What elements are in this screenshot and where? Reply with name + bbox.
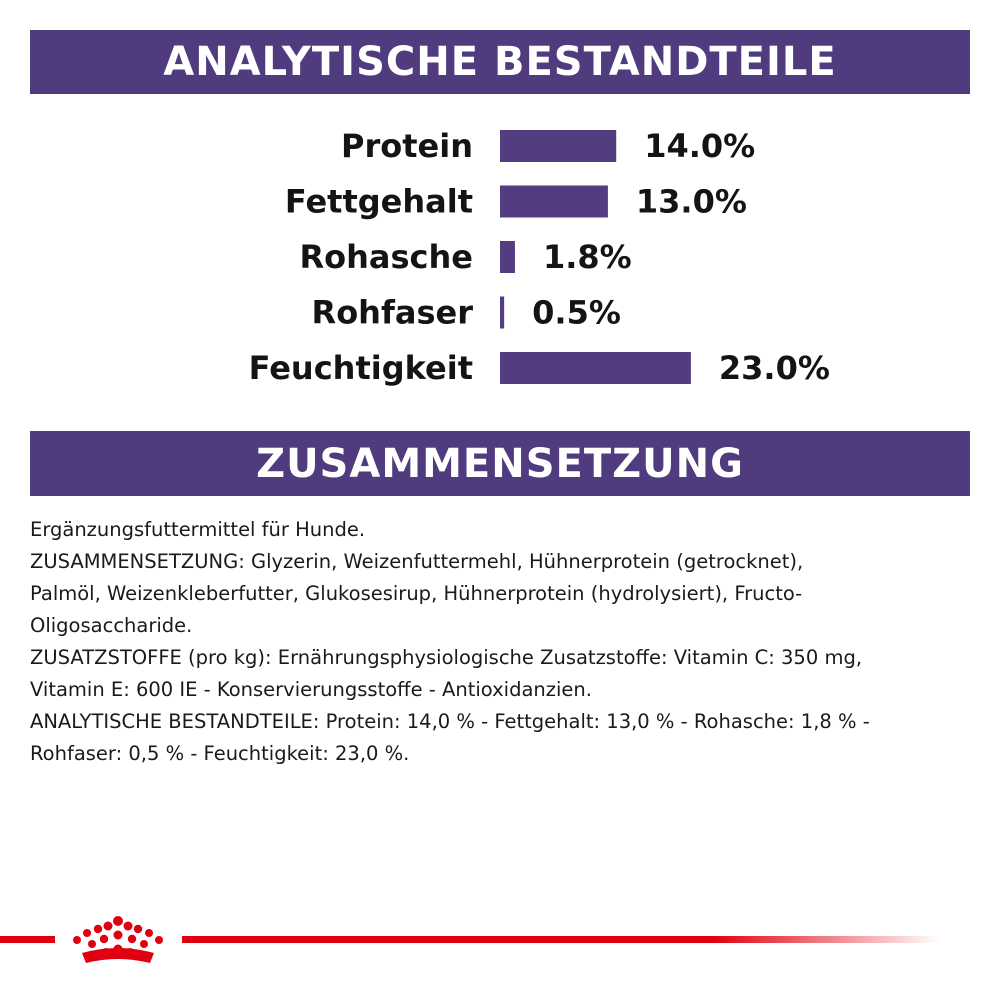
footer-red-line-left xyxy=(0,936,55,943)
bar xyxy=(500,241,515,273)
bar xyxy=(500,185,608,218)
bar-category-label: Feuchtigkeit xyxy=(249,349,473,387)
bar xyxy=(500,296,505,329)
bar xyxy=(500,130,617,162)
crown-icon xyxy=(73,916,163,963)
composition-line: Ergänzungsfuttermittel für Hunde. xyxy=(30,518,366,541)
footer-red-line-right xyxy=(182,936,940,943)
composition-line: Palmöl, Weizenkleberfutter, Glukosesirup… xyxy=(30,582,803,605)
section-title-analytics: ANALYTISCHE BESTANDTEILE xyxy=(163,39,837,85)
composition-line: Rohfaser: 0,5 % - Feuchtigkeit: 23,0 %. xyxy=(30,742,410,765)
bar-category-label: Protein xyxy=(341,127,473,165)
bar-value-label: 23.0% xyxy=(719,349,830,387)
composition-line: ANALYTISCHE BESTANDTEILE: Protein: 14,0 … xyxy=(30,710,870,733)
section-banner-analytics: ANALYTISCHE BESTANDTEILE xyxy=(30,30,970,94)
composition-text: Ergänzungsfuttermittel für Hunde. ZUSAMM… xyxy=(30,514,975,770)
nutrient-bar-chart: Protein 14.0% Fettgehalt 13.0% Rohasche 1.8% R… xyxy=(249,127,830,387)
composition-line: ZUSAMMENSETZUNG: Glyzerin, Weizenfutterm… xyxy=(30,550,804,573)
bar-category-label: Rohasche xyxy=(300,238,474,276)
bar-category-label: Rohfaser xyxy=(312,294,474,332)
bar xyxy=(500,352,691,384)
bar-value-label: 1.8% xyxy=(543,238,632,276)
composition-line: Vitamin E: 600 IE - Konservierungsstoffe… xyxy=(30,678,592,701)
bar-value-label: 14.0% xyxy=(644,127,755,165)
bar-value-label: 13.0% xyxy=(636,183,747,221)
section-banner-composition: ZUSAMMENSETZUNG xyxy=(30,431,970,496)
composition-line: Oligosaccharide. xyxy=(30,614,193,637)
section-title-composition: ZUSAMMENSETZUNG xyxy=(256,440,744,487)
composition-line: ZUSATZSTOFFE (pro kg): Ernährungsphysiol… xyxy=(30,646,863,669)
bar-value-label: 0.5% xyxy=(532,294,621,332)
bar-category-label: Fettgehalt xyxy=(285,183,473,221)
